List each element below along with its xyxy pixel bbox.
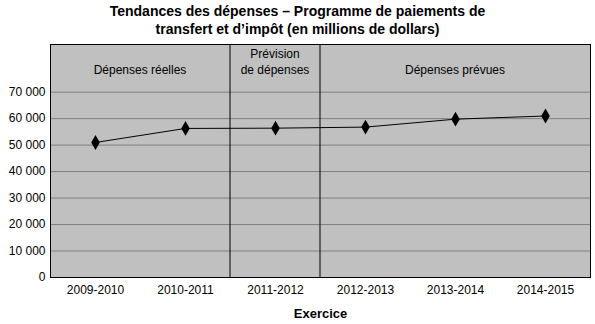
- svg-text:2012-2013: 2012-2013: [337, 283, 395, 297]
- svg-text:30 000: 30 000: [9, 191, 46, 205]
- svg-text:Dépenses réelles: Dépenses réelles: [94, 63, 187, 77]
- svg-text:2009-2010: 2009-2010: [67, 283, 125, 297]
- svg-text:2013-2014: 2013-2014: [427, 283, 485, 297]
- svg-text:2014-2015: 2014-2015: [517, 283, 575, 297]
- svg-text:10 000: 10 000: [9, 244, 46, 258]
- svg-text:Exercice: Exercice: [294, 306, 348, 321]
- svg-text:50 000: 50 000: [9, 138, 46, 152]
- svg-text:60 000: 60 000: [9, 111, 46, 125]
- svg-text:20 000: 20 000: [9, 217, 46, 231]
- svg-text:2011-2012: 2011-2012: [247, 283, 304, 297]
- svg-text:2010-2011: 2010-2011: [157, 283, 214, 297]
- svg-text:0: 0: [39, 270, 46, 284]
- svg-text:Prévisionde dépenses: Prévisionde dépenses: [241, 47, 310, 77]
- svg-text:40 000: 40 000: [9, 164, 46, 178]
- html-text:Tendances des dépenses – Progr: Tendances des dépenses – Programme de pa…: [109, 3, 486, 37]
- svg-text:70 000: 70 000: [9, 85, 46, 99]
- svg-text:Dépenses prévues: Dépenses prévues: [405, 63, 505, 77]
